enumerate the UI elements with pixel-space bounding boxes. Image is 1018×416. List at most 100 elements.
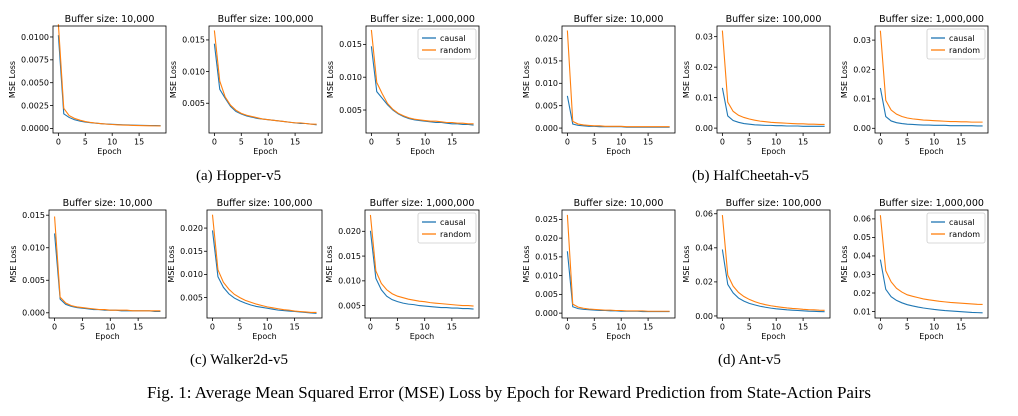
chart-title: Buffer size: 10,000 — [574, 14, 664, 25]
chart-panel-11: 0 5 10 15 0.00 0.02 0.04 0.06 Buffer size: 100,0… — [682, 198, 831, 341]
x-tick-label: 15 — [643, 323, 653, 332]
y-tick-label: 0.010 — [338, 277, 361, 286]
x-tick-label: 10 — [105, 323, 115, 332]
series-line-random — [721, 30, 825, 126]
y-tick-label: 0.04 — [695, 244, 713, 253]
legend-box — [926, 212, 986, 244]
y-tick-label: 0.02 — [695, 63, 713, 72]
y-tick-label: 0.020 — [180, 224, 203, 233]
series-line-random — [566, 30, 670, 128]
y-tick-label: 0.01 — [853, 307, 871, 316]
axes-frame — [52, 25, 167, 134]
chart-panel-5: 0 5 10 15 0.00 0.01 0.02 0.03 Buffer size: 100,0… — [682, 14, 831, 156]
series-line-causal — [566, 251, 670, 313]
x-tick-label: 5 — [396, 138, 401, 147]
x-tick-label: 15 — [798, 323, 808, 332]
x-tick-label: 5 — [237, 323, 242, 332]
x-axis-label: Epoch — [761, 147, 786, 156]
series-line-random — [211, 214, 317, 313]
subcaption-halfcheetah: (b) HalfCheetah-v5 — [692, 168, 810, 184]
y-tick-label: 0.00 — [695, 124, 713, 133]
y-tick-label: 0.010 — [535, 271, 558, 280]
y-tick-label: 0.010 — [339, 73, 362, 82]
x-tick-label: 15 — [643, 138, 653, 147]
x-axis-label: Epoch — [410, 147, 435, 156]
y-tick-label: 0.01 — [853, 95, 871, 104]
x-tick-label: 5 — [592, 323, 597, 332]
y-tick-label: 0.005 — [338, 301, 361, 310]
y-tick-label: 0.005 — [535, 101, 558, 110]
chart-title: Buffer size: 100,000 — [726, 198, 822, 209]
y-tick-label: 0.05 — [853, 233, 871, 242]
y-axis-label: MSE Loss — [8, 61, 17, 98]
chart-panel-4: 0 5 10 15 0.000 0.005 0.010 0.015 0.020 Buffer si… — [522, 14, 676, 156]
y-tick-label: 0.01 — [695, 93, 713, 102]
x-tick-label: 0 — [210, 323, 215, 332]
chart-title: Buffer size: 100,000 — [726, 14, 822, 25]
y-tick-label: 0.005 — [22, 276, 45, 285]
legend-label-random: random — [949, 230, 980, 239]
series-line-causal — [879, 87, 983, 127]
x-tick-label: 5 — [747, 138, 752, 147]
series-line-random — [54, 216, 161, 312]
x-tick-label: 5 — [395, 323, 400, 332]
x-tick-label: 10 — [107, 138, 117, 147]
legend-label-random: random — [440, 230, 471, 239]
x-axis-label: Epoch — [919, 147, 944, 156]
chart-title: Buffer size: 100,000 — [218, 14, 314, 25]
series-line-causal — [721, 249, 825, 313]
subcaption-hopper: (a) Hopper-v5 — [196, 168, 282, 184]
x-tick-label: 0 — [52, 323, 57, 332]
y-tick-label: 0.02 — [853, 65, 871, 74]
legend-box — [926, 28, 986, 60]
x-tick-label: 0 — [720, 323, 725, 332]
x-tick-label: 0 — [368, 323, 373, 332]
y-tick-label: 0.015 — [22, 211, 45, 220]
chart-title: Buffer size: 1,000,000 — [370, 14, 475, 25]
series-line-random — [213, 30, 317, 125]
axes-frame — [208, 25, 323, 134]
series-line-causal — [369, 230, 474, 310]
x-tick-label: 10 — [929, 138, 939, 147]
x-tick-label: 0 — [878, 138, 883, 147]
x-tick-label: 5 — [747, 323, 752, 332]
axes-frame — [716, 25, 831, 134]
legend-label-causal: causal — [440, 34, 466, 43]
axes-frame — [561, 25, 676, 134]
x-axis-label: Epoch — [606, 147, 631, 156]
series-line-causal — [211, 230, 317, 314]
legend-label-causal: causal — [949, 218, 975, 227]
x-tick-label: 5 — [592, 138, 597, 147]
y-tick-label: 0.0025 — [21, 101, 49, 110]
axes-frame — [874, 209, 989, 319]
axes-frame — [364, 209, 480, 319]
series-line-random — [566, 214, 670, 312]
series-line-causal — [57, 35, 161, 127]
y-tick-label: 0.010 — [182, 67, 205, 76]
y-axis-label: MSE Loss — [682, 245, 691, 282]
subcaption-ant: (d) Ant-v5 — [718, 352, 781, 368]
x-tick-label: 10 — [262, 323, 272, 332]
chart-title: Buffer size: 1,000,000 — [879, 198, 984, 209]
x-tick-label: 0 — [565, 138, 570, 147]
legend-label-causal: causal — [440, 218, 466, 227]
series-line-causal — [370, 46, 474, 126]
x-tick-label: 10 — [771, 323, 781, 332]
y-tick-label: 0.020 — [338, 227, 361, 236]
x-tick-label: 5 — [239, 138, 244, 147]
chart-panel-7: 0 5 10 15 0.000 0.005 0.010 0.015 Buffer size: 1… — [9, 198, 167, 341]
y-tick-label: 0.03 — [853, 36, 871, 45]
x-tick-label: 10 — [420, 323, 430, 332]
chart-title: Buffer size: 10,000 — [65, 14, 155, 25]
x-tick-label: 5 — [905, 138, 910, 147]
chart-panel-2: 0 5 10 15 0.005 0.010 0.015 Buffer size: 100,00… — [169, 14, 323, 156]
y-tick-label: 0.000 — [535, 309, 558, 318]
x-tick-label: 5 — [905, 323, 910, 332]
x-tick-label: 5 — [80, 323, 85, 332]
x-tick-label: 0 — [369, 138, 374, 147]
y-tick-label: 0.010 — [535, 79, 558, 88]
y-tick-label: 0.00 — [853, 124, 871, 133]
x-tick-label: 10 — [616, 138, 626, 147]
y-tick-label: 0.015 — [339, 40, 362, 49]
x-axis-label: Epoch — [97, 147, 122, 156]
